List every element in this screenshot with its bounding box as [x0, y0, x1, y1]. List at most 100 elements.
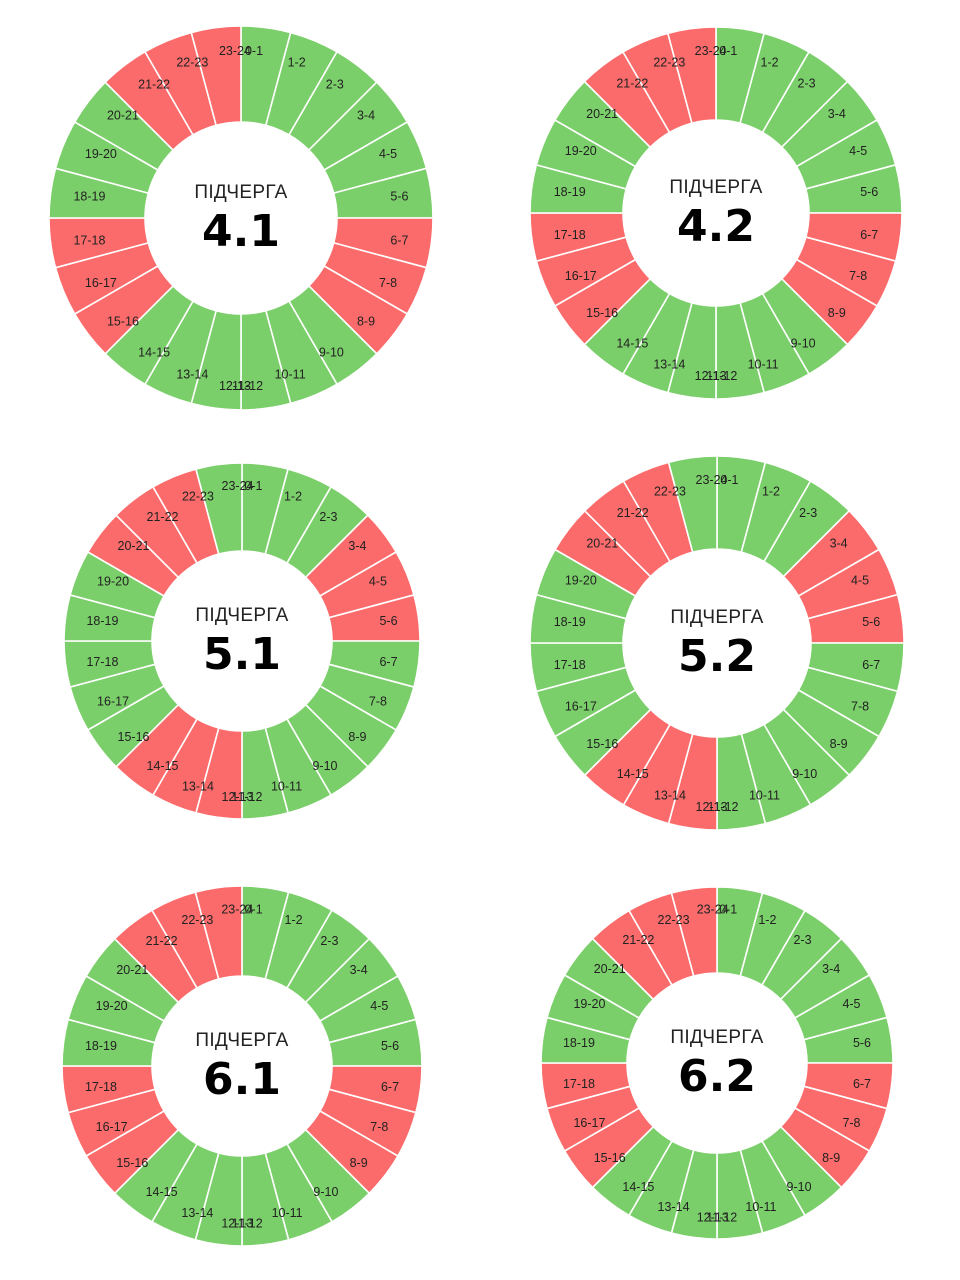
hour-label: 21-22	[138, 77, 170, 91]
hour-label: 15-16	[586, 306, 618, 320]
hour-label: 17-18	[86, 655, 118, 669]
hour-label: 16-17	[85, 276, 117, 290]
hour-label: 12-13	[219, 379, 251, 393]
hour-label: 0-1	[245, 44, 263, 58]
hour-label: 13-14	[653, 358, 685, 372]
queue-number: 4.2	[677, 201, 755, 252]
hour-label: 23-24	[222, 479, 254, 493]
hour-label: 18-19	[554, 615, 586, 629]
hour-label: 1-2	[284, 490, 302, 504]
hour-label: 9-10	[791, 336, 816, 350]
hour-label: 23-24	[695, 44, 727, 58]
hour-label: 3-4	[357, 109, 375, 123]
hour-label: 12-13	[222, 790, 254, 804]
hour-label: 11-12	[232, 1217, 263, 1231]
hour-label: 10-11	[748, 358, 779, 372]
hour-label: 18-19	[563, 1036, 595, 1050]
hour-label: 4-5	[849, 144, 867, 158]
hour-label: 7-8	[851, 700, 869, 714]
hour-label: 21-22	[147, 510, 179, 524]
ring-center	[152, 976, 332, 1156]
queue-caption: ПІДЧЕРГА	[670, 1027, 763, 1048]
hour-label: 12-13	[221, 1217, 253, 1231]
hour-label: 10-11	[272, 1206, 303, 1220]
hour-label: 13-14	[658, 1200, 690, 1214]
hour-label: 22-23	[654, 484, 686, 498]
queue-number: 6.2	[678, 1051, 756, 1102]
hour-label: 0-1	[720, 473, 738, 487]
queue-ring-5-2: 0-1 1-2 2-3 3-4 4-5 5-6 6-7 7-8 8-9 9-10 10-11 11-1…	[529, 455, 905, 831]
hour-label: 11-12	[232, 379, 263, 393]
queue-ring-5-1: 0-1 1-2 2-3 3-4 4-5 5-6 6-7 7-8 8-9 9-10 10-11 11-1…	[63, 462, 421, 820]
hour-label: 19-20	[85, 147, 117, 161]
hour-label: 13-14	[176, 368, 208, 382]
hour-label: 13-14	[654, 789, 686, 803]
hour-label: 11-12	[231, 790, 262, 804]
hour-label: 19-20	[97, 574, 129, 588]
hour-label: 0-1	[244, 479, 262, 493]
hour-label: 3-4	[822, 962, 840, 976]
hour-label: 15-16	[107, 314, 139, 328]
hour-label: 14-15	[147, 759, 179, 773]
hour-label: 18-19	[86, 614, 118, 628]
hour-label: 8-9	[350, 1156, 368, 1170]
hour-label: 5-6	[860, 185, 878, 199]
hour-label: 7-8	[842, 1116, 860, 1130]
hour-label: 16-17	[565, 269, 597, 283]
hour-label: 23-24	[219, 44, 251, 58]
hour-label: 23-24	[696, 473, 728, 487]
hour-label: 10-11	[749, 789, 780, 803]
hour-label: 20-21	[586, 107, 618, 121]
hour-label: 20-21	[118, 539, 150, 553]
hour-label: 16-17	[565, 700, 597, 714]
hour-label: 13-14	[182, 779, 214, 793]
hour-label: 6-7	[853, 1077, 871, 1091]
hour-label: 9-10	[787, 1180, 812, 1194]
hour-label: 2-3	[319, 510, 337, 524]
hour-label: 20-21	[116, 963, 148, 977]
queue-ring-6-1: 0-1 1-2 2-3 3-4 4-5 5-6 6-7 7-8 8-9 9-10 10-11 11-1…	[61, 885, 423, 1247]
queue-caption: ПІДЧЕРГА	[194, 182, 287, 203]
hour-label: 2-3	[320, 934, 338, 948]
hour-label: 20-21	[594, 962, 626, 976]
hour-label: 12-13	[696, 800, 728, 814]
hour-label: 18-19	[73, 189, 105, 203]
hour-label: 22-23	[658, 913, 690, 927]
queue-number: 4.1	[202, 206, 280, 257]
hour-label: 8-9	[348, 730, 366, 744]
hour-label: 8-9	[357, 314, 375, 328]
hour-label: 9-10	[792, 767, 817, 781]
hour-label: 16-17	[573, 1116, 605, 1130]
hour-label: 5-6	[853, 1036, 871, 1050]
hour-label: 7-8	[369, 695, 387, 709]
hour-label: 22-23	[181, 913, 213, 927]
ring-center	[152, 551, 332, 731]
queue-caption: ПІДЧЕРГА	[670, 607, 763, 628]
ring-center	[623, 549, 811, 737]
hour-label: 23-24	[697, 902, 729, 916]
hour-label: 6-7	[390, 234, 408, 248]
hour-label: 15-16	[586, 737, 618, 751]
hour-label: 1-2	[285, 913, 303, 927]
hour-label: 1-2	[762, 484, 780, 498]
hour-label: 20-21	[107, 109, 139, 123]
hour-label: 7-8	[379, 276, 397, 290]
hour-label: 22-23	[176, 55, 208, 69]
hour-label: 5-6	[381, 1039, 399, 1053]
hour-label: 14-15	[616, 336, 648, 350]
hour-label: 1-2	[761, 55, 779, 69]
hour-label: 2-3	[799, 506, 817, 520]
hour-label: 8-9	[830, 737, 848, 751]
hour-label: 9-10	[313, 1185, 338, 1199]
hour-label: 8-9	[822, 1151, 840, 1165]
hour-label: 3-4	[830, 536, 848, 550]
hour-label: 10-11	[745, 1200, 776, 1214]
hour-label: 4-5	[842, 997, 860, 1011]
hour-label: 11-12	[706, 369, 737, 383]
queue-ring-4-2: 0-1 1-2 2-3 3-4 4-5 5-6 6-7 7-8 8-9 9-10 10-11 11-1…	[529, 26, 903, 400]
hour-label: 14-15	[622, 1180, 654, 1194]
hour-label: 6-7	[381, 1080, 399, 1094]
hour-label: 18-19	[85, 1039, 117, 1053]
queue-caption: ПІДЧЕРГА	[195, 605, 288, 626]
